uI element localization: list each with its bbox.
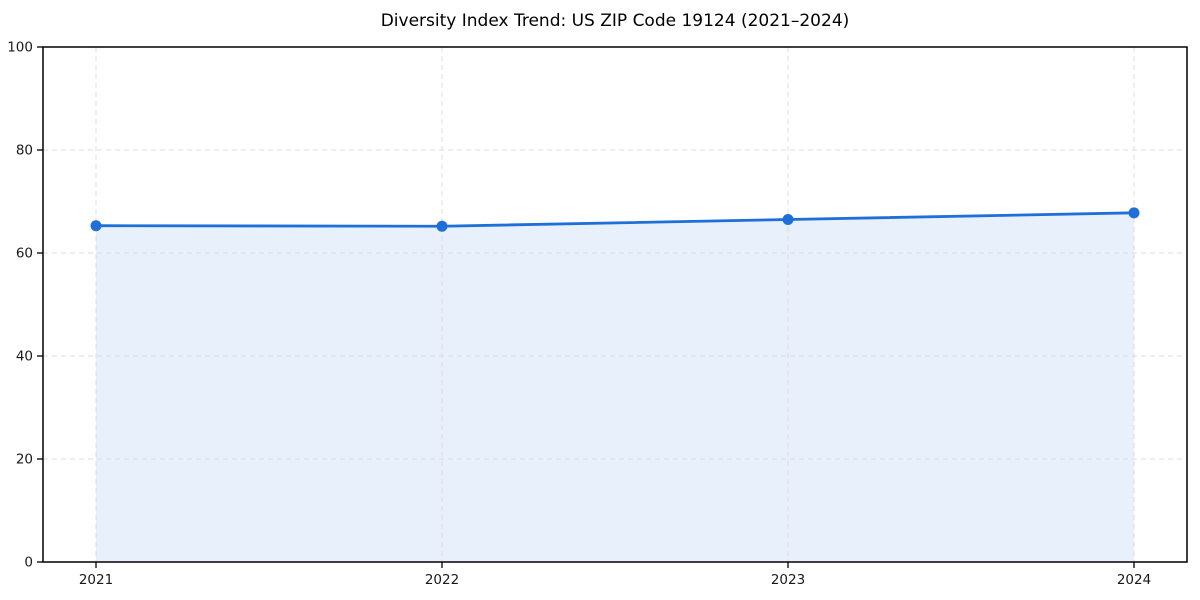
plot-border [42,46,1188,563]
data-point-marker [436,220,448,232]
data-point-marker [782,214,794,226]
area-fill [96,212,1134,562]
y-tick-label: 0 [24,555,33,571]
x-tick-label: 2021 [79,572,113,588]
y-tick-label: 40 [16,349,33,365]
data-point-marker [90,220,102,232]
x-tick-label: 2024 [1117,572,1151,588]
y-tick-label: 60 [16,246,33,262]
x-tick-label: 2022 [425,572,459,588]
y-tick-label: 20 [16,452,33,468]
trend-line [94,211,1136,228]
chart-title: Diversity Index Trend: US ZIP Code 19124… [380,11,850,31]
y-tick-label: 80 [16,143,33,159]
y-tick-label: 100 [7,40,33,56]
data-point-marker [1128,207,1140,219]
x-tick-label: 2023 [771,572,805,588]
